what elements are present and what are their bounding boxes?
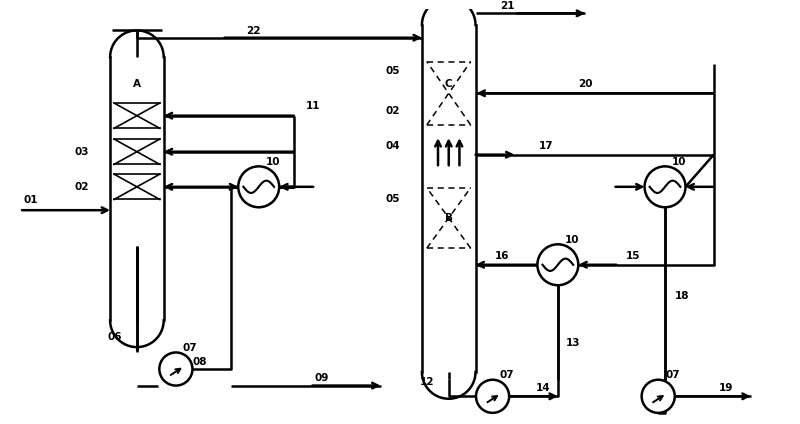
Polygon shape (422, 25, 475, 372)
Text: 10: 10 (565, 235, 579, 245)
Text: 14: 14 (536, 382, 550, 393)
Text: B: B (445, 213, 453, 223)
Text: 04: 04 (386, 141, 401, 151)
Text: 07: 07 (665, 370, 680, 380)
Text: 13: 13 (566, 338, 580, 348)
Circle shape (642, 380, 674, 413)
Text: 11: 11 (306, 101, 320, 111)
Text: 19: 19 (719, 382, 734, 393)
Text: 10: 10 (672, 157, 686, 167)
Text: 03: 03 (74, 147, 89, 157)
Text: C: C (445, 78, 453, 89)
Text: 20: 20 (578, 78, 592, 89)
Text: 02: 02 (386, 106, 401, 116)
Circle shape (159, 352, 193, 385)
Text: 01: 01 (24, 195, 38, 206)
Circle shape (238, 166, 279, 207)
Text: 02: 02 (74, 182, 89, 192)
Text: 07: 07 (182, 343, 198, 353)
Text: 16: 16 (495, 251, 510, 261)
Text: 18: 18 (674, 291, 690, 301)
Text: A: A (133, 78, 141, 89)
Text: 06: 06 (108, 332, 122, 342)
Text: 09: 09 (315, 373, 330, 383)
Text: 05: 05 (386, 66, 401, 76)
Circle shape (645, 166, 686, 207)
Text: 05: 05 (386, 193, 401, 204)
Text: 10: 10 (266, 157, 280, 167)
Circle shape (476, 380, 509, 413)
Text: 07: 07 (499, 370, 514, 380)
Text: 15: 15 (626, 251, 641, 261)
Text: 08: 08 (193, 357, 207, 367)
Text: 12: 12 (420, 377, 434, 387)
Text: 21: 21 (500, 0, 514, 11)
Circle shape (538, 244, 578, 285)
Text: 22: 22 (246, 26, 261, 36)
Text: 17: 17 (539, 141, 554, 151)
Polygon shape (110, 57, 164, 320)
